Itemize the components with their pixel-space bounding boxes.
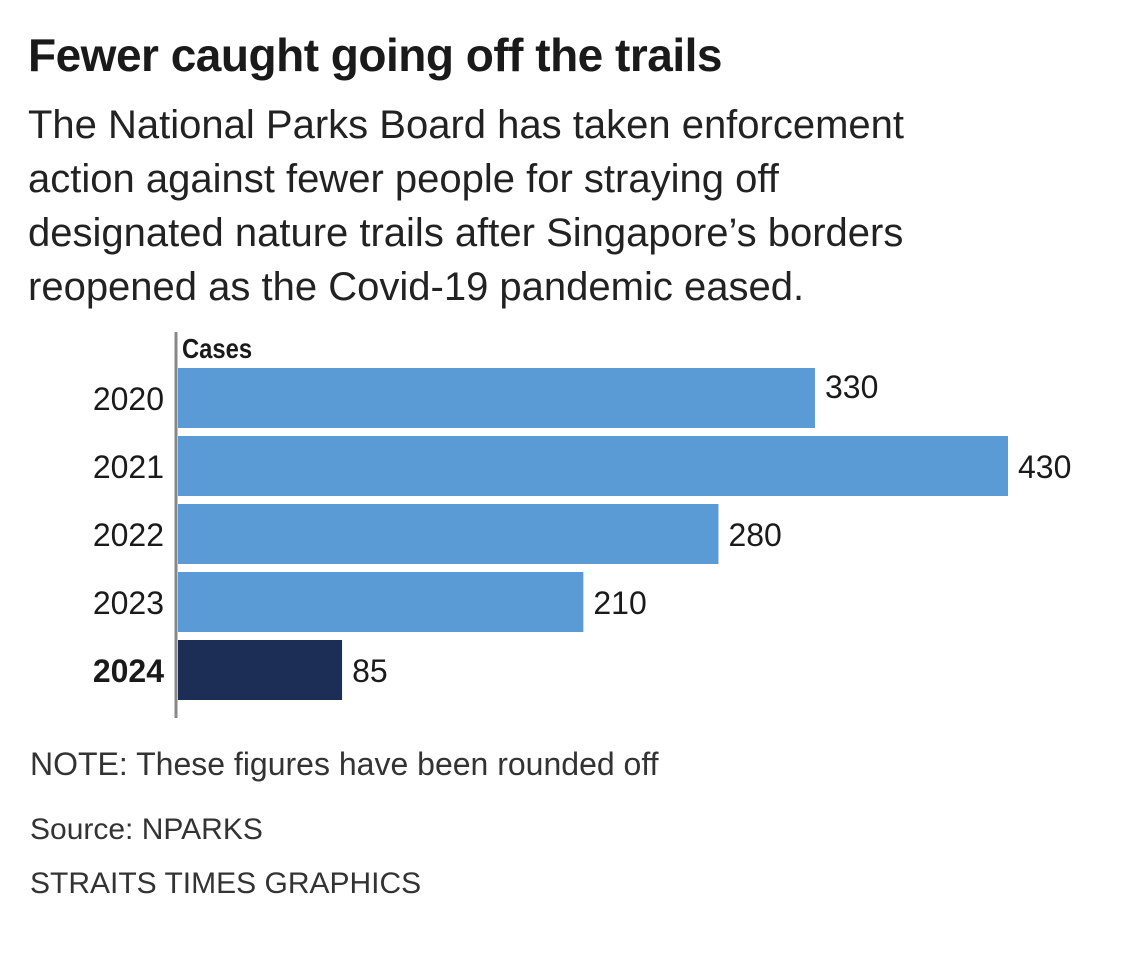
value-label-2024: 85 — [352, 653, 388, 689]
value-label-2023: 210 — [593, 585, 646, 621]
bar-2020 — [178, 368, 815, 428]
value-label-2021: 430 — [1018, 449, 1071, 485]
chart-note: NOTE: These figures have been rounded of… — [30, 746, 659, 782]
chart-source: Source: NPARKS — [30, 813, 263, 846]
bar-chart: Cases 2020 330 2021 430 2022 280 2023 210 2024 85 — [93, 332, 1071, 718]
bar-2023 — [178, 572, 584, 632]
category-label-2024: 2024 — [93, 653, 164, 689]
chart-subtitle: The National Parks Board has taken enfor… — [28, 98, 1108, 314]
value-label-2020: 330 — [825, 369, 878, 405]
axis-label-cases: Cases — [182, 332, 252, 364]
bar-2022 — [178, 504, 719, 564]
category-label-2023: 2023 — [93, 585, 164, 621]
category-label-2021: 2021 — [93, 449, 164, 485]
subtitle-line: reopened as the Covid-19 pandemic eased. — [28, 265, 805, 309]
bar-2024 — [178, 640, 343, 700]
bars-group: 2020 330 2021 430 2022 280 2023 210 2024 85 — [93, 368, 1071, 700]
bar-2021 — [178, 436, 1008, 496]
chart-credit: STRAITS TIMES GRAPHICS — [30, 867, 422, 900]
chart-title: Fewer caught going off the trails — [28, 29, 722, 81]
subtitle-line: The National Parks Board has taken enfor… — [28, 103, 905, 147]
subtitle-line: action against fewer people for straying… — [28, 157, 779, 201]
subtitle-line: designated nature trails after Singapore… — [28, 211, 904, 255]
value-label-2022: 280 — [728, 517, 781, 553]
category-label-2020: 2020 — [93, 381, 164, 417]
category-label-2022: 2022 — [93, 517, 164, 553]
